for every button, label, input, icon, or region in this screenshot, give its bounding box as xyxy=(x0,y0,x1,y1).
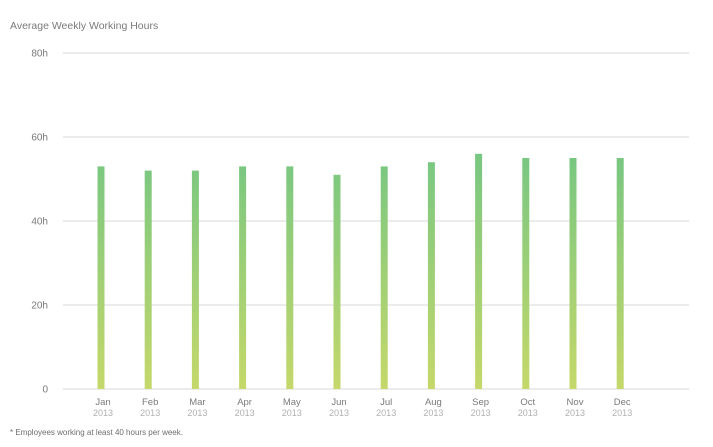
y-tick-label: 60h xyxy=(31,133,48,144)
y-tick-label: 20h xyxy=(31,301,48,312)
y-axis-ticks: 0 20h 40h 60h 80h xyxy=(31,49,48,396)
x-tick-label: Sep xyxy=(472,397,489,408)
x-axis-labels: Jan2013Feb2013Mar2013Apr2013May2013Jun20… xyxy=(93,397,632,418)
x-tick-label: Aug xyxy=(425,397,442,408)
x-tick-label: Oct xyxy=(520,397,535,408)
bar-apr xyxy=(239,166,247,389)
footnote: * Employees working at least 40 hours pe… xyxy=(10,428,183,437)
x-tick-label: Feb xyxy=(142,397,158,408)
y-tick-label: 80h xyxy=(31,49,48,60)
x-tick-label: Jul xyxy=(380,397,392,408)
x-tick-label: Jun xyxy=(331,397,346,408)
x-tick-year-label: 2013 xyxy=(93,408,113,418)
x-tick-year-label: 2013 xyxy=(518,408,538,418)
bar-jun xyxy=(333,174,341,389)
x-tick-year-label: 2013 xyxy=(376,408,396,418)
bar-oct xyxy=(522,158,530,389)
bar-dec xyxy=(616,158,624,389)
grid-lines xyxy=(63,52,689,390)
bar-sep xyxy=(475,153,483,389)
x-tick-year-label: 2013 xyxy=(471,408,491,418)
x-tick-label: Dec xyxy=(614,397,631,408)
bar-jul xyxy=(380,166,388,389)
x-tick-year-label: 2013 xyxy=(282,408,302,418)
x-tick-year-label: 2013 xyxy=(329,408,349,418)
bar-feb xyxy=(144,170,152,389)
bars xyxy=(97,153,624,389)
x-tick-year-label: 2013 xyxy=(187,408,207,418)
x-tick-label: Mar xyxy=(189,397,205,408)
x-tick-label: Jan xyxy=(95,397,110,408)
y-tick-label: 40h xyxy=(31,217,48,228)
y-tick-label: 0 xyxy=(42,385,48,396)
bar-jan xyxy=(97,166,105,389)
bar-mar xyxy=(191,170,199,389)
x-tick-year-label: 2013 xyxy=(140,408,160,418)
bar-aug xyxy=(427,162,435,389)
x-tick-year-label: 2013 xyxy=(612,408,632,418)
x-tick-label: Nov xyxy=(567,397,584,408)
x-tick-year-label: 2013 xyxy=(565,408,585,418)
x-tick-label: May xyxy=(283,397,301,408)
x-tick-year-label: 2013 xyxy=(235,408,255,418)
x-tick-label: Apr xyxy=(237,397,252,408)
bar-may xyxy=(286,166,294,389)
bar-nov xyxy=(569,158,577,389)
chart-title: Average Weekly Working Hours xyxy=(10,20,159,32)
x-tick-year-label: 2013 xyxy=(423,408,443,418)
